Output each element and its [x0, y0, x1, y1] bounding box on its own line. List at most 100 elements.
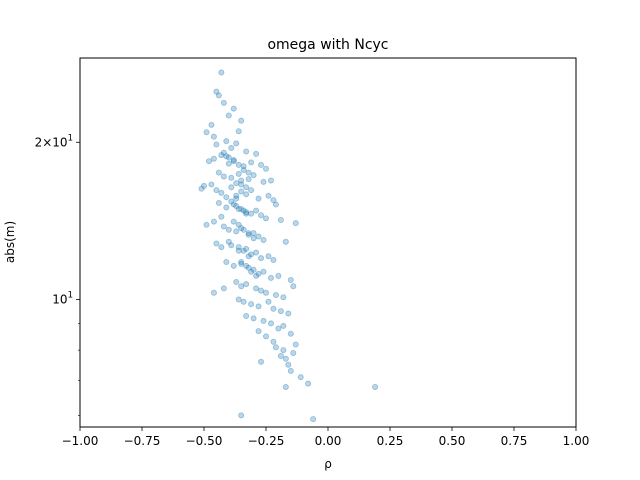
- data-point: [210, 155, 217, 162]
- data-point: [297, 374, 304, 381]
- data-point: [230, 158, 237, 165]
- data-point: [218, 152, 225, 159]
- data-point: [250, 230, 257, 237]
- data-point: [223, 194, 230, 201]
- data-point: [233, 279, 240, 286]
- x-tick-label: 0.00: [315, 434, 342, 448]
- data-point: [210, 218, 217, 225]
- data-point: [272, 201, 279, 208]
- data-point: [270, 338, 277, 345]
- data-point: [250, 172, 257, 179]
- data-point: [235, 128, 242, 135]
- data-point: [235, 161, 242, 168]
- data-point: [260, 268, 267, 275]
- data-point: [248, 210, 255, 217]
- data-point: [260, 317, 267, 324]
- data-point: [258, 358, 265, 365]
- data-point: [218, 213, 225, 220]
- x-tick-label: 0.50: [439, 434, 466, 448]
- data-point: [230, 218, 237, 225]
- data-point: [238, 225, 245, 232]
- data-point: [243, 281, 250, 288]
- data-point: [235, 170, 242, 177]
- data-point: [287, 367, 294, 374]
- x-tick-label: 0.75: [501, 434, 528, 448]
- data-point: [208, 181, 215, 188]
- data-point: [270, 257, 277, 264]
- data-point: [240, 163, 247, 170]
- data-point: [245, 253, 252, 260]
- data-point: [228, 198, 235, 205]
- data-point: [243, 209, 250, 216]
- data-point: [238, 283, 245, 290]
- data-point: [270, 305, 277, 312]
- data-point: [277, 308, 284, 315]
- data-point: [233, 228, 240, 235]
- x-tick-label: −0.25: [248, 434, 285, 448]
- data-point: [253, 150, 260, 157]
- data-point: [240, 207, 247, 214]
- data-point: [233, 140, 240, 147]
- data-point: [233, 192, 240, 199]
- data-point: [228, 174, 235, 181]
- data-point: [287, 276, 294, 283]
- data-point: [280, 347, 287, 354]
- data-point: [287, 330, 294, 337]
- data-point: [245, 230, 252, 237]
- data-point: [238, 206, 245, 213]
- data-point: [218, 69, 225, 76]
- data-point: [240, 226, 247, 233]
- data-point: [272, 344, 279, 351]
- y-tick-label: 101: [52, 290, 73, 306]
- data-point: [267, 320, 274, 327]
- data-point: [218, 244, 225, 251]
- data-point: [230, 262, 237, 269]
- data-point: [245, 176, 252, 183]
- data-point: [250, 235, 257, 242]
- data-point: [225, 154, 232, 161]
- data-point: [243, 148, 250, 155]
- data-point: [248, 187, 255, 194]
- data-point: [262, 289, 269, 296]
- x-axis-label: ρ: [324, 457, 332, 471]
- data-point: [238, 177, 245, 184]
- data-point: [245, 169, 252, 176]
- data-point: [245, 231, 252, 238]
- data-point: [223, 153, 230, 160]
- data-point: [265, 253, 272, 260]
- data-point: [238, 260, 245, 267]
- data-point: [243, 245, 250, 252]
- data-point: [243, 184, 250, 191]
- data-point: [285, 310, 292, 317]
- data-point: [253, 285, 260, 292]
- data-point: [225, 160, 232, 167]
- data-point: [225, 112, 232, 119]
- data-point: [290, 283, 297, 290]
- data-point: [262, 215, 269, 222]
- data-point: [253, 272, 260, 279]
- data-point: [203, 221, 210, 228]
- data-point: [208, 121, 215, 128]
- data-point: [250, 266, 257, 273]
- x-tick-label: 0.25: [377, 434, 404, 448]
- data-point: [277, 352, 284, 359]
- x-tick-label: −0.50: [186, 434, 223, 448]
- data-point: [292, 341, 299, 348]
- data-point: [213, 240, 220, 247]
- data-point: [310, 416, 317, 423]
- data-point: [267, 177, 274, 184]
- data-point: [210, 289, 217, 296]
- data-point: [282, 355, 289, 362]
- data-point: [230, 156, 237, 163]
- data-point: [243, 262, 250, 269]
- data-point: [203, 129, 210, 136]
- data-point: [228, 184, 235, 191]
- data-point: [225, 238, 232, 245]
- data-point: [213, 141, 220, 148]
- data-point: [255, 233, 262, 240]
- data-point: [292, 220, 299, 227]
- data-point: [250, 315, 257, 322]
- data-point: [233, 203, 240, 210]
- data-point: [248, 251, 255, 258]
